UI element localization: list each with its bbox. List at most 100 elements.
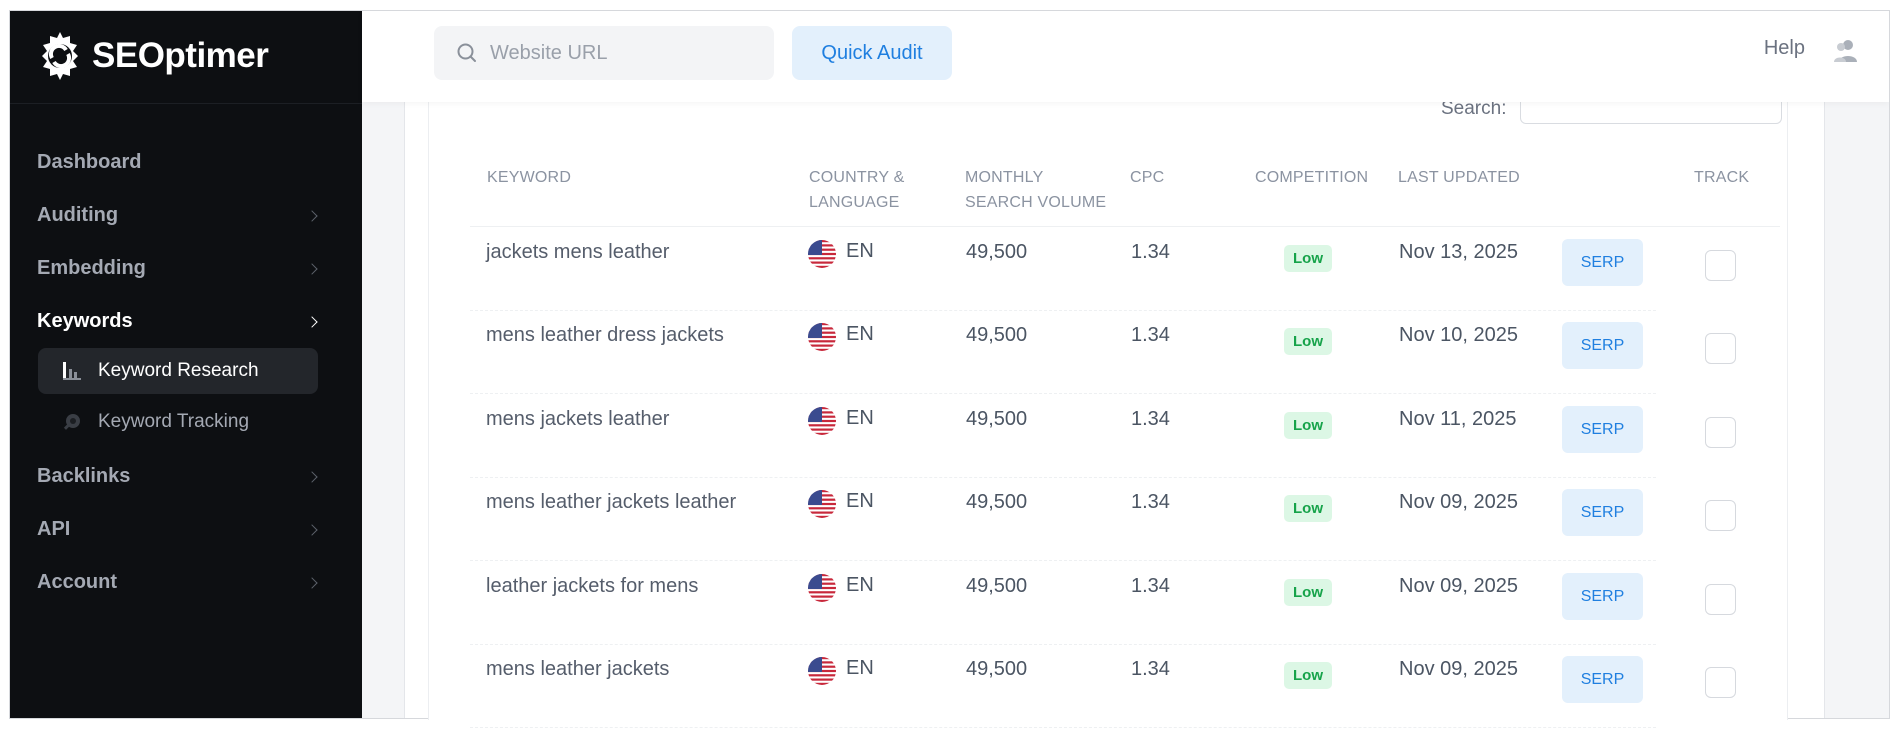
row-divider [470, 560, 1656, 561]
row-divider [470, 727, 1656, 728]
sidebar-item-label: Dashboard [37, 151, 142, 173]
sidebar-subitem-label: Keyword Tracking [98, 411, 250, 432]
competition-badge: Low [1284, 412, 1332, 439]
cpc-cell: 1.34 [1131, 491, 1170, 513]
last-updated-cell: Nov 10, 2025 [1399, 324, 1518, 346]
language-cell: EN [846, 657, 874, 679]
volume-cell: 49,500 [966, 408, 1028, 430]
sidebar-subitem-keyword-tracking[interactable]: Keyword Tracking [38, 399, 318, 445]
column-header-volume[interactable]: MONTHLY SEARCH VOLUME [965, 165, 1106, 215]
chevron-right-icon [306, 470, 318, 483]
sidebar-item-label: Auditing [37, 204, 119, 226]
track-checkbox[interactable] [1705, 584, 1736, 615]
serp-button[interactable]: SERP [1562, 322, 1643, 369]
last-updated-cell: Nov 09, 2025 [1399, 491, 1518, 513]
website-url-search[interactable] [434, 26, 774, 80]
sidebar-item-api[interactable]: API [10, 503, 362, 556]
table-search-label: Search: [1441, 98, 1507, 119]
seoptimer-logo-icon [42, 32, 78, 80]
us-flag-icon [808, 574, 836, 602]
sidebar-item-account[interactable]: Account [10, 556, 362, 609]
column-header-competition[interactable]: COMPETITION [1255, 169, 1369, 186]
brand-name: SEOptimer [92, 36, 269, 75]
brand[interactable]: SEOptimer [32, 25, 269, 87]
row-divider [470, 644, 1656, 645]
track-checkbox[interactable] [1705, 333, 1736, 364]
table-row: mens jackets leather EN 49,500 1.34 Low … [470, 394, 1780, 478]
sidebar-subitem-label: Keyword Research [98, 360, 259, 381]
keyword-cell[interactable]: mens leather jackets [486, 658, 670, 680]
sidebar-item-label: Embedding [37, 257, 146, 279]
sidebar-item-embedding[interactable]: Embedding [10, 242, 362, 295]
column-header-last-updated[interactable]: LAST UPDATED [1398, 169, 1520, 186]
keyword-cell[interactable]: mens leather dress jackets [486, 324, 724, 346]
sidebar-item-label: Backlinks [37, 465, 131, 487]
search-icon [457, 43, 476, 62]
table-row: mens leather jackets leather EN 49,500 1… [470, 477, 1780, 561]
sidebar-divider [10, 103, 362, 104]
chevron-right-icon [306, 262, 318, 275]
volume-cell: 49,500 [966, 241, 1028, 263]
row-divider [470, 393, 1656, 394]
sidebar: SEOptimer Dashboard Auditing Embedding K… [10, 11, 362, 718]
row-divider [470, 477, 1656, 478]
keyword-cell[interactable]: mens leather jackets leather [486, 491, 737, 513]
column-header-cpc[interactable]: CPC [1130, 169, 1165, 186]
language-cell: EN [846, 490, 874, 512]
competition-badge: Low [1284, 328, 1332, 355]
quick-audit-button[interactable]: Quick Audit [792, 26, 952, 80]
us-flag-icon [808, 240, 836, 268]
column-header-keyword[interactable]: KEYWORD [487, 169, 572, 186]
last-updated-cell: Nov 09, 2025 [1399, 658, 1518, 680]
table-row: leather jackets for mens EN 49,500 1.34 … [470, 561, 1780, 645]
column-header-country[interactable]: COUNTRY & LANGUAGE [809, 165, 904, 215]
table-row: jackets mens leather EN 49,500 1.34 Low … [470, 227, 1780, 311]
column-header-track[interactable]: TRACK [1694, 169, 1750, 186]
sidebar-item-keywords[interactable]: Keywords [10, 295, 362, 348]
track-checkbox[interactable] [1705, 250, 1736, 281]
us-flag-icon [808, 407, 836, 435]
website-url-input[interactable] [490, 41, 750, 65]
keyword-cell[interactable]: mens jackets leather [486, 408, 670, 430]
us-flag-icon [808, 490, 836, 518]
keyword-cell[interactable]: jackets mens leather [486, 241, 670, 263]
row-divider [470, 310, 1656, 311]
sidebar-subitem-keyword-research[interactable]: Keyword Research [38, 348, 318, 394]
cpc-cell: 1.34 [1131, 324, 1170, 346]
keyword-cell[interactable]: leather jackets for mens [486, 575, 699, 597]
language-cell: EN [846, 407, 874, 429]
us-flag-icon [808, 657, 836, 685]
serp-button[interactable]: SERP [1562, 573, 1643, 620]
help-link[interactable]: Help [1763, 37, 1805, 59]
track-checkbox[interactable] [1705, 667, 1736, 698]
track-checkbox[interactable] [1705, 500, 1736, 531]
competition-badge: Low [1284, 662, 1332, 689]
sidebar-item-auditing[interactable]: Auditing [10, 189, 362, 242]
table-row: mens leather jackets EN 49,500 1.34 Low … [470, 644, 1780, 728]
serp-button[interactable]: SERP [1562, 239, 1643, 286]
sidebar-item-backlinks[interactable]: Backlinks [10, 450, 362, 503]
competition-badge: Low [1284, 579, 1332, 606]
competition-badge: Low [1284, 495, 1332, 522]
users-icon[interactable] [1833, 38, 1859, 64]
cpc-cell: 1.34 [1131, 575, 1170, 597]
serp-button[interactable]: SERP [1562, 656, 1643, 703]
volume-cell: 49,500 [966, 575, 1028, 597]
column-header-country-line1: COUNTRY & [809, 169, 905, 186]
last-updated-cell: Nov 13, 2025 [1399, 241, 1518, 263]
cpc-cell: 1.34 [1131, 241, 1170, 263]
track-checkbox[interactable] [1705, 417, 1736, 448]
volume-cell: 49,500 [966, 658, 1028, 680]
chevron-right-icon [306, 576, 318, 589]
cpc-cell: 1.34 [1131, 408, 1170, 430]
last-updated-cell: Nov 09, 2025 [1399, 575, 1518, 597]
column-header-volume-line2: SEARCH VOLUME [965, 194, 1107, 211]
chevron-right-icon [306, 315, 318, 328]
sidebar-item-dashboard[interactable]: Dashboard [10, 136, 362, 189]
last-updated-cell: Nov 11, 2025 [1399, 408, 1517, 430]
table-row: mens leather dress jackets EN 49,500 1.3… [470, 310, 1780, 394]
serp-button[interactable]: SERP [1562, 406, 1643, 453]
serp-button[interactable]: SERP [1562, 489, 1643, 536]
magnifier-icon [63, 414, 80, 430]
header-divider [470, 226, 1780, 227]
